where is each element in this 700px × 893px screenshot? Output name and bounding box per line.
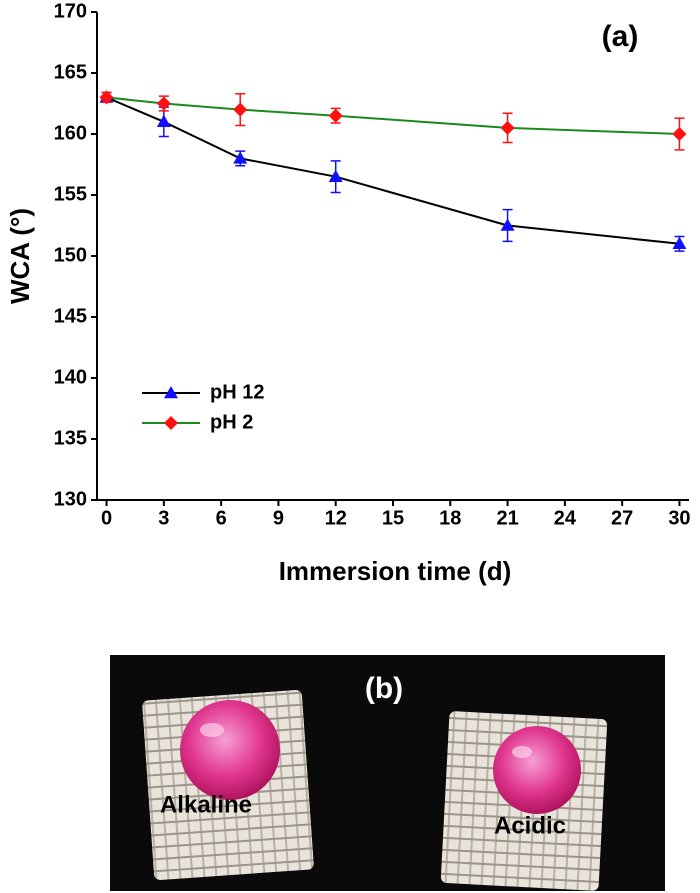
- y-tick-label: 145: [54, 305, 87, 327]
- legend-marker: [164, 386, 178, 399]
- legend-label: pH 2: [210, 411, 253, 433]
- y-tick-label: 150: [54, 244, 87, 266]
- marker: [328, 169, 343, 182]
- sample-label: Alkaline: [160, 791, 252, 818]
- series-line: [106, 96, 680, 135]
- x-tick-label: 3: [158, 507, 169, 529]
- marker: [156, 114, 171, 128]
- x-tick-label: 30: [668, 507, 690, 529]
- legend-marker: [164, 416, 178, 430]
- marker: [233, 102, 248, 117]
- marker: [99, 90, 114, 105]
- x-tick-label: 12: [325, 507, 347, 529]
- x-tick-label: 9: [273, 507, 284, 529]
- x-tick-label: 15: [382, 507, 404, 529]
- photo-panel: (b) Alkaline Acidic: [110, 655, 665, 891]
- x-tick-label: 21: [496, 507, 518, 529]
- y-axis-title: WCA (°): [5, 208, 35, 304]
- y-tick-label: 130: [54, 488, 87, 510]
- fabric-sample: [142, 690, 314, 880]
- chart: (a) Immersion time (d) WCA (°) 130 135 140…: [5, 0, 691, 586]
- marker: [500, 218, 515, 231]
- marker: [672, 127, 687, 141]
- fabric-sample: [440, 711, 608, 891]
- x-tick-label: 18: [439, 507, 461, 529]
- panel-label: (b): [365, 672, 403, 705]
- legend-label: pH 12: [210, 381, 264, 403]
- y-tick-label: 135: [54, 427, 87, 449]
- x-tick-label: 6: [216, 507, 227, 529]
- marker: [328, 108, 343, 123]
- marker: [233, 151, 248, 164]
- x-tick-label: 27: [611, 507, 633, 529]
- series-line: [106, 96, 680, 245]
- y-tick-label: 155: [54, 183, 87, 205]
- marker: [672, 236, 687, 250]
- marker: [500, 120, 515, 135]
- marker: [156, 96, 171, 111]
- y-tick-label: 160: [54, 122, 87, 144]
- y-tick-label: 170: [54, 0, 87, 22]
- y-tick-label: 140: [54, 366, 87, 388]
- sample-label: Acidic: [494, 812, 566, 839]
- panel-label: (a): [602, 20, 639, 53]
- x-tick-label: 24: [554, 507, 577, 529]
- y-tick-label: 165: [54, 61, 87, 83]
- x-tick-label: 0: [101, 507, 112, 529]
- x-axis-title: Immersion time (d): [279, 556, 512, 586]
